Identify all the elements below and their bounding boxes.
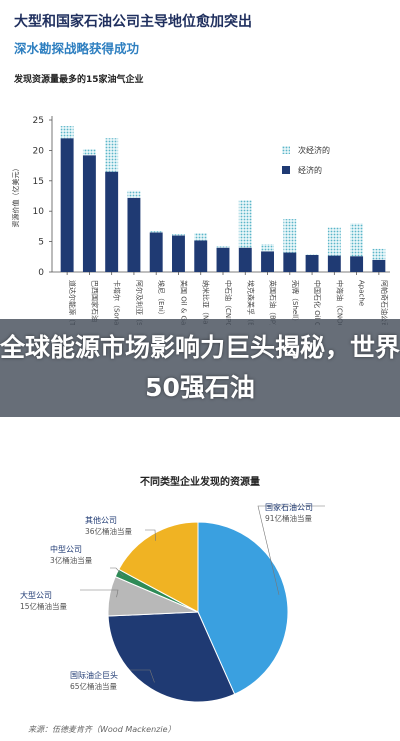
y-tick-label: 20 — [33, 146, 45, 156]
bar-economic — [283, 252, 297, 272]
headline-text: 全球能源市场影响力巨头揭秘，世界50强石油 — [0, 333, 400, 402]
pie-slice — [197, 521, 289, 695]
bar-economic — [127, 197, 141, 272]
pie-label: 中型公司 — [50, 544, 82, 554]
bar-sub-economic — [194, 233, 208, 241]
x-tick-label: 道达尔能源（TotalEnergies） — [68, 280, 77, 325]
bar-economic — [261, 251, 274, 272]
bar-sub-economic — [238, 200, 252, 248]
pie-value-label: 91亿桶油当量 — [265, 513, 313, 523]
legend-swatch-economic — [282, 166, 290, 174]
pie-label: 国家石油公司 — [265, 502, 313, 512]
pie-leader-line — [80, 589, 119, 598]
pie-label: 大型公司 — [20, 590, 52, 600]
bar-sub-economic — [127, 190, 141, 198]
x-tick-label: 巴西国家石油（Petrobras） — [90, 280, 99, 325]
bar-economic — [105, 171, 119, 272]
x-tick-label: 纳米比亚（Namcor） — [202, 280, 211, 325]
source-note: 来源：伍德麦肯齐（Wood Mackenzie） — [28, 725, 176, 734]
pie-label: 国际油企巨头 — [70, 670, 118, 680]
bar-economic — [60, 138, 74, 272]
pie-slice — [107, 611, 236, 703]
bar-economic — [82, 155, 96, 272]
x-tick-label: 中海油（CNOOC） — [335, 280, 344, 325]
pie-value-label: 3亿桶油当量 — [50, 555, 93, 565]
x-tick-label: 阿尔及利亚（Sonatrach） — [135, 280, 144, 325]
bar-sub-economic — [172, 234, 185, 236]
bar-economic — [172, 235, 185, 272]
x-tick-label: 英国石油（BP） — [269, 280, 278, 325]
bar-economic — [149, 232, 163, 272]
x-tick-label: 中国石化 Oil Corp — [313, 280, 322, 325]
pie-leader-line — [130, 669, 155, 683]
page-subtitle: 深水勘探战略获得成功 — [14, 41, 140, 56]
bar-sub-economic — [216, 246, 230, 248]
bar-sub-economic — [305, 254, 319, 255]
y-tick-label: 15 — [33, 177, 44, 187]
bar-sub-economic — [105, 138, 119, 172]
legend-label-sub-economic: 次经济的 — [298, 145, 330, 155]
x-tick-label: 壳牌（Shell） — [291, 280, 300, 325]
bar-sub-economic — [261, 244, 274, 252]
y-axis-label: 资源价值（亿美元） — [11, 165, 20, 228]
bar-sub-economic — [283, 219, 297, 253]
bar-sub-economic — [149, 231, 163, 233]
bar-economic — [327, 255, 341, 272]
x-tick-label: 卡塔尔（Sonatrach） — [113, 280, 122, 325]
pie-leader-line — [257, 505, 325, 595]
y-tick-label: 10 — [33, 207, 45, 217]
x-tick-label: 阿帕奇石油公司（APA Corporation） — [380, 280, 389, 325]
bar-sub-economic — [372, 248, 386, 260]
pie-leader-line — [110, 567, 124, 577]
bar-economic — [305, 254, 319, 272]
bar-economic — [372, 259, 386, 272]
y-tick-label: 0 — [38, 268, 44, 278]
y-tick-label: 25 — [33, 116, 44, 126]
x-tick-label: 埃克森美孚（ExxonMobil） — [246, 280, 255, 325]
bar-chart: 0 5 10 15 20 25 资源价值（亿美元） 道达尔能源（TotalEnergies） 巴… — [11, 116, 390, 325]
pie-value-label: 15亿桶油当量 — [20, 601, 68, 611]
x-tick-label: 美国 Oil & Gas — [179, 280, 188, 325]
headline-banner — [0, 319, 400, 417]
pie-value-label: 36亿桶油当量 — [85, 526, 133, 536]
bar-sub-economic — [327, 227, 341, 256]
page-title: 大型和国家石油公司主导地位愈加突出 — [14, 14, 252, 30]
x-tick-label: 中石油（CNPC） — [224, 280, 233, 325]
bar-sub-economic — [82, 149, 96, 156]
legend-label-economic: 经济的 — [298, 165, 322, 175]
x-tick-label: Apache — [358, 280, 366, 306]
bar-sub-economic — [60, 126, 74, 139]
bar-economic — [216, 247, 230, 272]
bar-economic — [238, 247, 252, 272]
bar-economic — [350, 256, 364, 272]
bar-sub-economic — [350, 223, 364, 257]
pie-chart-title: 不同类型企业发现的资源量 — [140, 477, 260, 488]
pie-value-label: 65亿桶油当量 — [70, 681, 118, 691]
legend-swatch-sub-economic — [282, 146, 290, 154]
x-tick-label: 埃尼（Eni） — [157, 280, 166, 319]
y-tick-label: 5 — [38, 238, 44, 248]
bar-chart-title: 发现资源量最多的15家油气企业 — [14, 75, 144, 85]
pie-leader-line — [145, 529, 156, 541]
pie-label: 其他公司 — [85, 515, 117, 525]
pie-slice — [118, 521, 199, 613]
bar-economic — [194, 240, 208, 272]
